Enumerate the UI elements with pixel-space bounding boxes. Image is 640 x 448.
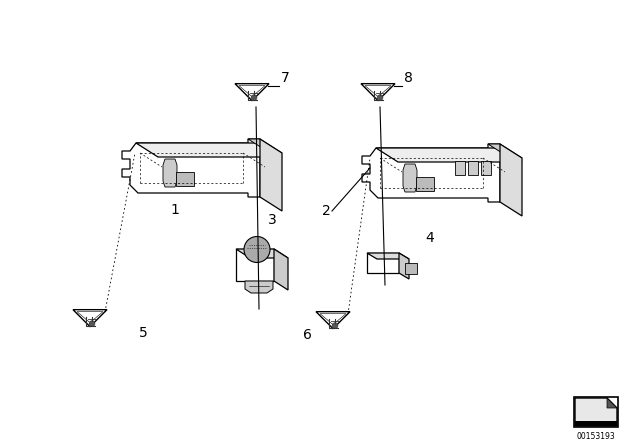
Polygon shape bbox=[376, 148, 522, 162]
Polygon shape bbox=[235, 84, 269, 101]
Polygon shape bbox=[316, 312, 350, 329]
Bar bbox=[575, 421, 617, 426]
Text: 8: 8 bbox=[404, 71, 412, 85]
Polygon shape bbox=[163, 159, 177, 187]
Polygon shape bbox=[136, 143, 282, 157]
Bar bbox=[574, 397, 618, 427]
Text: 6: 6 bbox=[303, 328, 312, 342]
Polygon shape bbox=[575, 398, 617, 426]
Polygon shape bbox=[399, 253, 409, 279]
Polygon shape bbox=[361, 84, 395, 101]
Polygon shape bbox=[122, 139, 260, 197]
Circle shape bbox=[89, 321, 95, 327]
Text: 5: 5 bbox=[139, 326, 147, 340]
Text: 4: 4 bbox=[426, 231, 435, 245]
Polygon shape bbox=[367, 253, 409, 259]
Text: 1: 1 bbox=[171, 203, 179, 217]
Polygon shape bbox=[73, 310, 107, 327]
Polygon shape bbox=[248, 139, 282, 153]
Text: 3: 3 bbox=[268, 213, 276, 227]
Polygon shape bbox=[260, 139, 282, 211]
Circle shape bbox=[251, 95, 257, 101]
Polygon shape bbox=[607, 398, 617, 408]
Polygon shape bbox=[403, 164, 417, 192]
Polygon shape bbox=[274, 249, 288, 290]
Polygon shape bbox=[362, 144, 500, 202]
Text: 00153193: 00153193 bbox=[577, 431, 616, 440]
Polygon shape bbox=[236, 249, 288, 258]
Polygon shape bbox=[481, 161, 491, 175]
Polygon shape bbox=[245, 281, 273, 293]
Text: 2: 2 bbox=[322, 204, 330, 218]
Polygon shape bbox=[367, 253, 399, 273]
Polygon shape bbox=[488, 144, 522, 158]
Text: 7: 7 bbox=[280, 71, 289, 85]
Polygon shape bbox=[236, 249, 274, 281]
Polygon shape bbox=[468, 161, 478, 175]
Circle shape bbox=[377, 95, 383, 101]
Polygon shape bbox=[416, 177, 434, 191]
Circle shape bbox=[332, 323, 338, 329]
Polygon shape bbox=[176, 172, 194, 186]
Polygon shape bbox=[500, 144, 522, 216]
Polygon shape bbox=[405, 263, 417, 274]
Polygon shape bbox=[455, 161, 465, 175]
Circle shape bbox=[244, 237, 270, 263]
